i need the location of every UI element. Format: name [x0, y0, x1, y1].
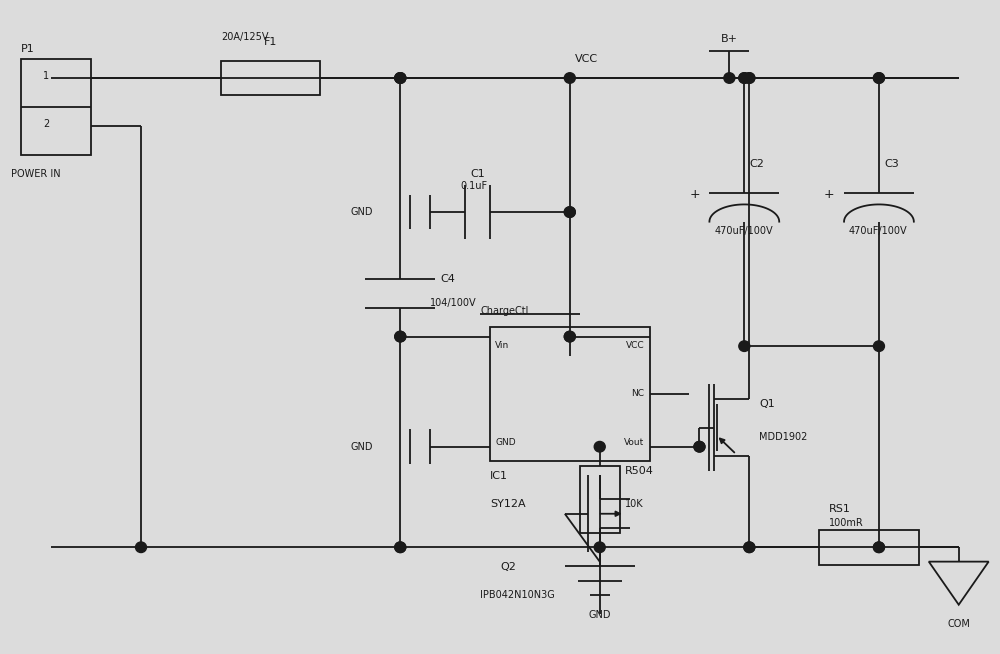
Text: P1: P1 — [21, 44, 35, 54]
Circle shape — [564, 73, 575, 83]
Circle shape — [873, 341, 884, 351]
Text: C2: C2 — [749, 159, 764, 169]
Circle shape — [694, 441, 705, 452]
Text: Q2: Q2 — [500, 562, 516, 572]
Text: GND: GND — [350, 207, 373, 217]
Bar — [580, 466, 620, 533]
Text: C3: C3 — [884, 159, 899, 169]
Bar — [819, 530, 919, 564]
Circle shape — [739, 73, 750, 83]
Circle shape — [564, 207, 575, 217]
Text: RS1: RS1 — [829, 504, 851, 514]
Circle shape — [744, 542, 755, 553]
Text: POWER IN: POWER IN — [11, 169, 61, 179]
Circle shape — [395, 73, 406, 83]
Text: C1: C1 — [470, 169, 485, 179]
Text: MDD1902: MDD1902 — [759, 432, 808, 442]
Circle shape — [395, 332, 406, 342]
Bar — [221, 61, 320, 95]
Circle shape — [395, 542, 406, 553]
Circle shape — [873, 73, 884, 83]
Circle shape — [594, 441, 605, 452]
Text: 1: 1 — [43, 71, 49, 81]
Text: Q1: Q1 — [759, 399, 775, 409]
Circle shape — [395, 542, 406, 553]
Text: IC1: IC1 — [490, 471, 508, 481]
Bar — [21, 59, 91, 154]
Circle shape — [395, 73, 406, 83]
Circle shape — [594, 542, 605, 553]
Circle shape — [873, 73, 884, 83]
Circle shape — [395, 332, 406, 342]
Text: +: + — [689, 188, 700, 201]
Text: +: + — [824, 188, 835, 201]
Text: Vin: Vin — [495, 341, 509, 351]
Text: 0.1uF: 0.1uF — [460, 181, 487, 191]
Circle shape — [744, 542, 755, 553]
Circle shape — [564, 207, 575, 217]
Text: F1: F1 — [264, 37, 277, 47]
Text: COM: COM — [947, 619, 970, 629]
Text: B+: B+ — [721, 35, 738, 44]
Text: 104/100V: 104/100V — [430, 298, 477, 308]
Circle shape — [564, 332, 575, 342]
Circle shape — [395, 73, 406, 83]
Circle shape — [739, 341, 750, 351]
Text: 20A/125V: 20A/125V — [221, 31, 268, 42]
Text: SY12A: SY12A — [490, 500, 526, 509]
Circle shape — [873, 542, 884, 553]
Text: IPB042N10N3G: IPB042N10N3G — [480, 591, 555, 600]
Text: NC: NC — [632, 389, 645, 398]
Circle shape — [136, 542, 146, 553]
Text: 470uF/100V: 470uF/100V — [714, 226, 773, 237]
Circle shape — [724, 73, 735, 83]
Bar — [490, 327, 650, 461]
Text: R504: R504 — [625, 466, 654, 476]
Text: C4: C4 — [440, 274, 455, 284]
Circle shape — [744, 73, 755, 83]
Text: ChargeCtl: ChargeCtl — [480, 305, 528, 315]
Circle shape — [744, 73, 755, 83]
Text: VCC: VCC — [626, 341, 645, 351]
Text: 470uF/100V: 470uF/100V — [849, 226, 908, 237]
Circle shape — [694, 441, 705, 452]
Circle shape — [873, 542, 884, 553]
Text: GND: GND — [350, 441, 373, 452]
Circle shape — [739, 73, 750, 83]
Text: Vout: Vout — [624, 438, 645, 447]
Text: VCC: VCC — [575, 54, 598, 63]
Text: GND: GND — [588, 610, 611, 619]
Text: 10K: 10K — [625, 500, 643, 509]
Text: 2: 2 — [43, 119, 49, 129]
Circle shape — [564, 332, 575, 342]
Text: GND: GND — [495, 438, 516, 447]
Text: 100mR: 100mR — [829, 518, 864, 528]
